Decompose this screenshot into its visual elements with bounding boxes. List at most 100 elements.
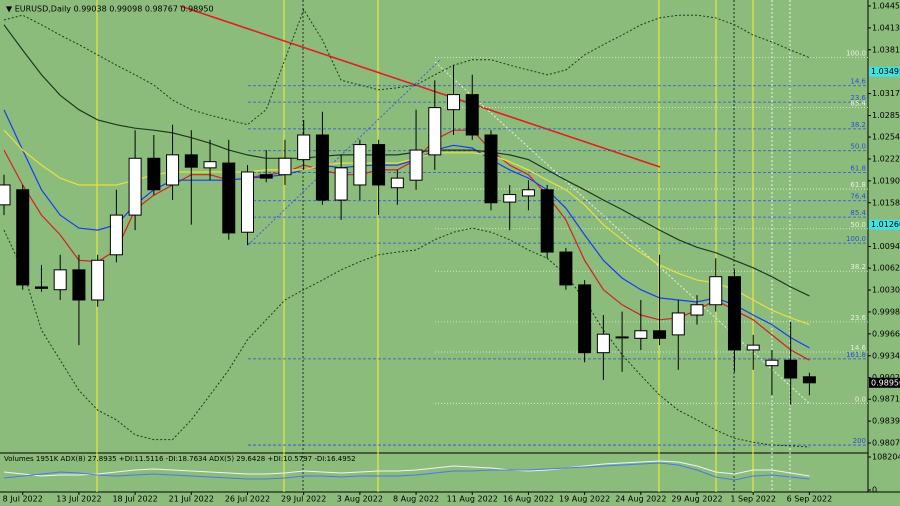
panel-title: Volumes 1951K ADX(8) 27.8935 +DI:11.5116…	[4, 455, 356, 463]
x-tick-label: 11 Aug 2022	[447, 495, 498, 504]
candle-body	[802, 376, 816, 384]
candle	[484, 130, 498, 211]
candle	[653, 254, 667, 346]
fib-label: 76.4	[850, 193, 866, 201]
candle	[16, 184, 30, 290]
candle	[297, 119, 311, 170]
y-tick-label: 1.00305	[872, 286, 900, 295]
candle-body	[540, 189, 554, 253]
y-tick-label: 1.03815	[872, 45, 900, 54]
y-tick-label: 1.00625	[872, 264, 900, 273]
y-tick-label: 0.99985	[872, 307, 900, 316]
fib-label: 85.4	[850, 100, 866, 108]
y-tick-label: 0.98070	[872, 439, 900, 448]
y-tick-label: 1.04455	[872, 1, 900, 10]
x-tick-label: 16 Aug 2022	[503, 495, 554, 504]
candle-body	[653, 330, 667, 339]
candle-body	[184, 154, 198, 168]
x-tick-label: 8 Jul 2022	[3, 495, 43, 504]
candle	[746, 334, 760, 370]
candle-body	[353, 144, 367, 186]
candle	[0, 174, 11, 216]
candle-body	[615, 336, 629, 339]
fib-base-line	[434, 61, 811, 405]
candle-body	[709, 276, 723, 306]
price-marker	[869, 219, 900, 230]
candle	[72, 254, 86, 346]
candle	[203, 139, 217, 181]
candle-body	[240, 171, 254, 233]
candle-body	[0, 184, 11, 206]
candle-body	[259, 174, 273, 179]
candle	[334, 154, 348, 220]
panel-tick-label: 0	[872, 486, 877, 495]
fib-label: 85.4	[850, 209, 866, 217]
candle-body	[409, 149, 423, 181]
candle	[390, 169, 404, 205]
candle	[709, 258, 723, 312]
fib-label: 23.6	[850, 94, 866, 102]
candle-body	[147, 157, 161, 191]
chart-title: ▼ EURUSD,Daily 0.99038 0.99098 0.98767 0…	[6, 5, 214, 14]
candle	[465, 74, 479, 140]
x-tick-label: 26 Jul 2022	[225, 495, 270, 504]
y-tick-label: 1.01900	[872, 176, 900, 185]
candle	[765, 349, 779, 396]
candle-body	[447, 94, 461, 111]
candle-body	[53, 269, 67, 291]
candle	[540, 184, 554, 259]
panel-line	[3, 460, 810, 477]
candle-body	[727, 276, 741, 351]
x-tick-label: 24 Aug 2022	[615, 495, 666, 504]
x-tick-label: 6 Sep 2022	[787, 495, 833, 504]
indicator-line	[3, 8, 810, 126]
y-tick-label: 0.99025	[872, 373, 900, 382]
price-marker-label: 0.98950	[871, 378, 900, 387]
x-tick-label: 19 Aug 2022	[559, 495, 610, 504]
candle	[671, 299, 685, 370]
candle	[240, 165, 254, 246]
x-tick-label: 18 Jul 2022	[112, 495, 157, 504]
fib-label: 161.8	[846, 351, 866, 359]
fib-label: 38.2	[850, 263, 866, 271]
candle	[428, 80, 442, 170]
candle-body	[765, 359, 779, 367]
candle	[278, 139, 292, 185]
candle	[409, 109, 423, 190]
fib-label: 61.8	[850, 181, 866, 189]
candle-body	[315, 134, 329, 201]
candle	[690, 295, 704, 325]
y-tick-label: 1.02540	[872, 133, 900, 142]
fib-base-line	[247, 59, 441, 246]
candle	[353, 139, 367, 201]
vertical-markers	[96, 0, 791, 492]
candle-body	[91, 259, 105, 301]
fib-label: 61.8	[850, 165, 866, 173]
candle	[802, 372, 816, 396]
candle	[109, 189, 123, 263]
candle	[634, 299, 648, 350]
candle	[259, 150, 273, 183]
fib-label: 100.0	[846, 50, 866, 58]
candle	[521, 180, 535, 211]
candle	[184, 130, 198, 225]
candle	[784, 321, 798, 405]
candle	[615, 311, 629, 372]
fib-label: 14.6	[850, 344, 866, 352]
candle-body	[671, 312, 685, 336]
candle	[578, 280, 592, 363]
candle	[503, 184, 517, 231]
candle-body	[222, 162, 236, 234]
fib-label: 50.0	[850, 143, 866, 151]
x-tick-label: 29 Jul 2022	[281, 495, 326, 504]
candle	[222, 139, 236, 240]
panel-line	[3, 462, 810, 481]
candle	[147, 135, 161, 196]
candle-body	[634, 330, 648, 339]
fib-label: 50.0	[850, 221, 866, 229]
y-tick-label: 1.02855	[872, 111, 900, 120]
candle-body	[203, 161, 217, 169]
